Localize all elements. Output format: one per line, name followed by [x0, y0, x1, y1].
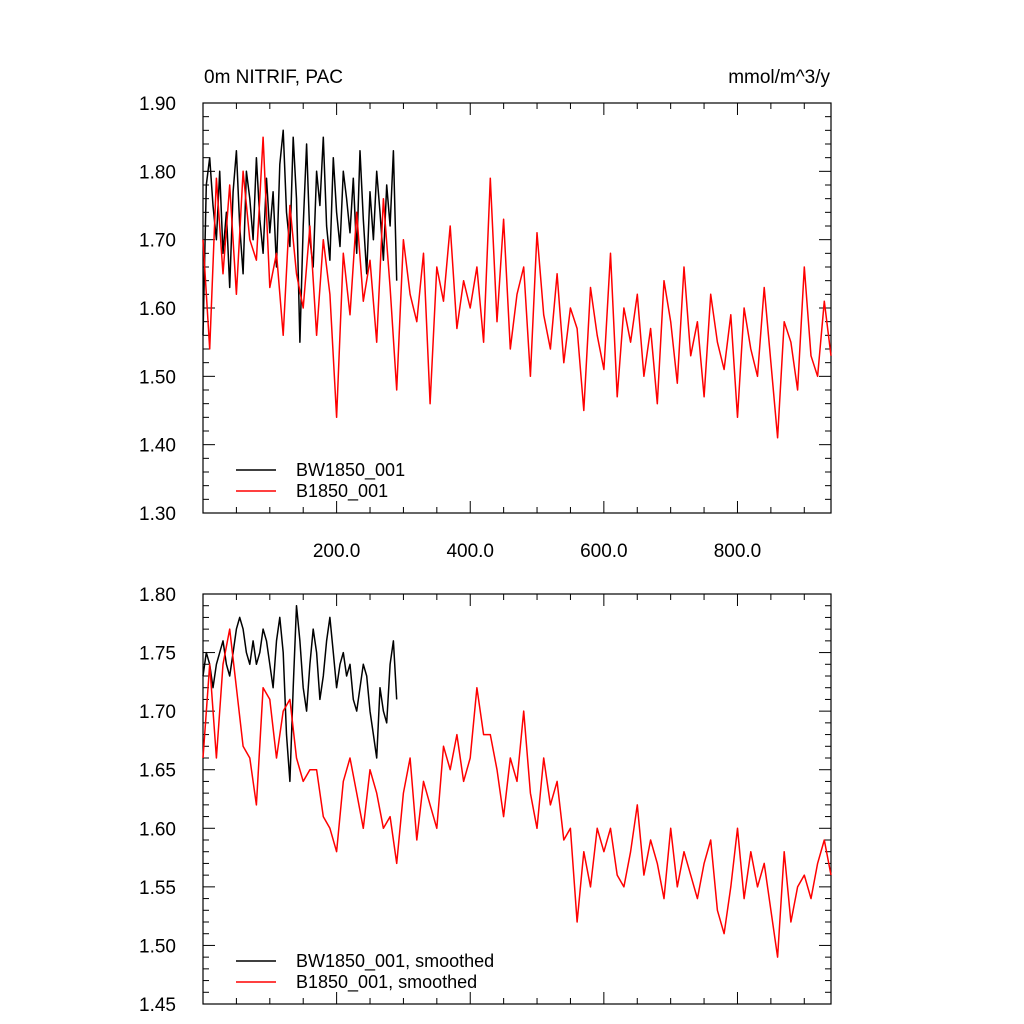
axis-ticks: [203, 593, 831, 1005]
y-tick-label: 1.70: [139, 231, 176, 252]
y-tick-label: 1.60: [139, 299, 176, 320]
y-tick-label: 1.65: [139, 761, 176, 782]
y-tick-label: 1.70: [139, 702, 176, 723]
series-lines: [202, 129, 832, 439]
x-tick-labels: 200.0 400.0 600.0 800.0: [313, 541, 761, 562]
y-tick-label: 1.75: [139, 644, 176, 665]
x-tick-label: 800.0: [714, 541, 762, 562]
bottom-panel: 1.45 1.50 1.55 1.60 1.65 1.70 1.75 1.80 BW1850_…: [139, 585, 832, 1016]
series-line-red: [202, 136, 832, 439]
top-panel: 0m NITRIF, PAC mmol/m^3/y 1.301.401.501.…: [139, 67, 832, 562]
plot-frame: [202, 102, 832, 514]
axis-ticks: [203, 102, 831, 514]
x-tick-label: 400.0: [446, 541, 494, 562]
y-tick-label: 1.40: [139, 436, 176, 457]
series-line-black: [202, 604, 398, 783]
y-tick-label: 1.45: [139, 995, 176, 1016]
series-line-red: [202, 628, 832, 958]
legend-label: BW1850_001: [296, 460, 405, 481]
legend-label: B1850_001, smoothed: [296, 972, 477, 993]
y-tick-label: 1.60: [139, 819, 176, 840]
x-tick-label: 600.0: [580, 541, 628, 562]
chart-title: 0m NITRIF, PAC: [204, 67, 343, 88]
legend-label: BW1850_001, smoothed: [296, 951, 494, 972]
plot-frame: [202, 593, 832, 1005]
legend-label: B1850_001: [296, 481, 388, 502]
y-tick-label: 1.80: [139, 585, 176, 606]
y-tick-label: 1.80: [139, 162, 176, 183]
x-tick-label: 200.0: [313, 541, 361, 562]
y-tick-label: 1.90: [139, 94, 176, 115]
y-tick-label: 1.50: [139, 367, 176, 388]
series-lines: [202, 604, 832, 958]
y-tick-labels: 1.30 1.40 1.50 1.60 1.70 1.80 1.90: [139, 94, 176, 525]
series-line-black: [202, 129, 398, 343]
y-tick-label: 1.50: [139, 936, 176, 957]
chart-units: mmol/m^3/y: [728, 67, 830, 88]
y-tick-label: 1.55: [139, 878, 176, 899]
y-tick-label: 1.30: [139, 504, 176, 525]
y-tick-labels: 1.45 1.50 1.55 1.60 1.65 1.70 1.75 1.80: [139, 585, 176, 1016]
